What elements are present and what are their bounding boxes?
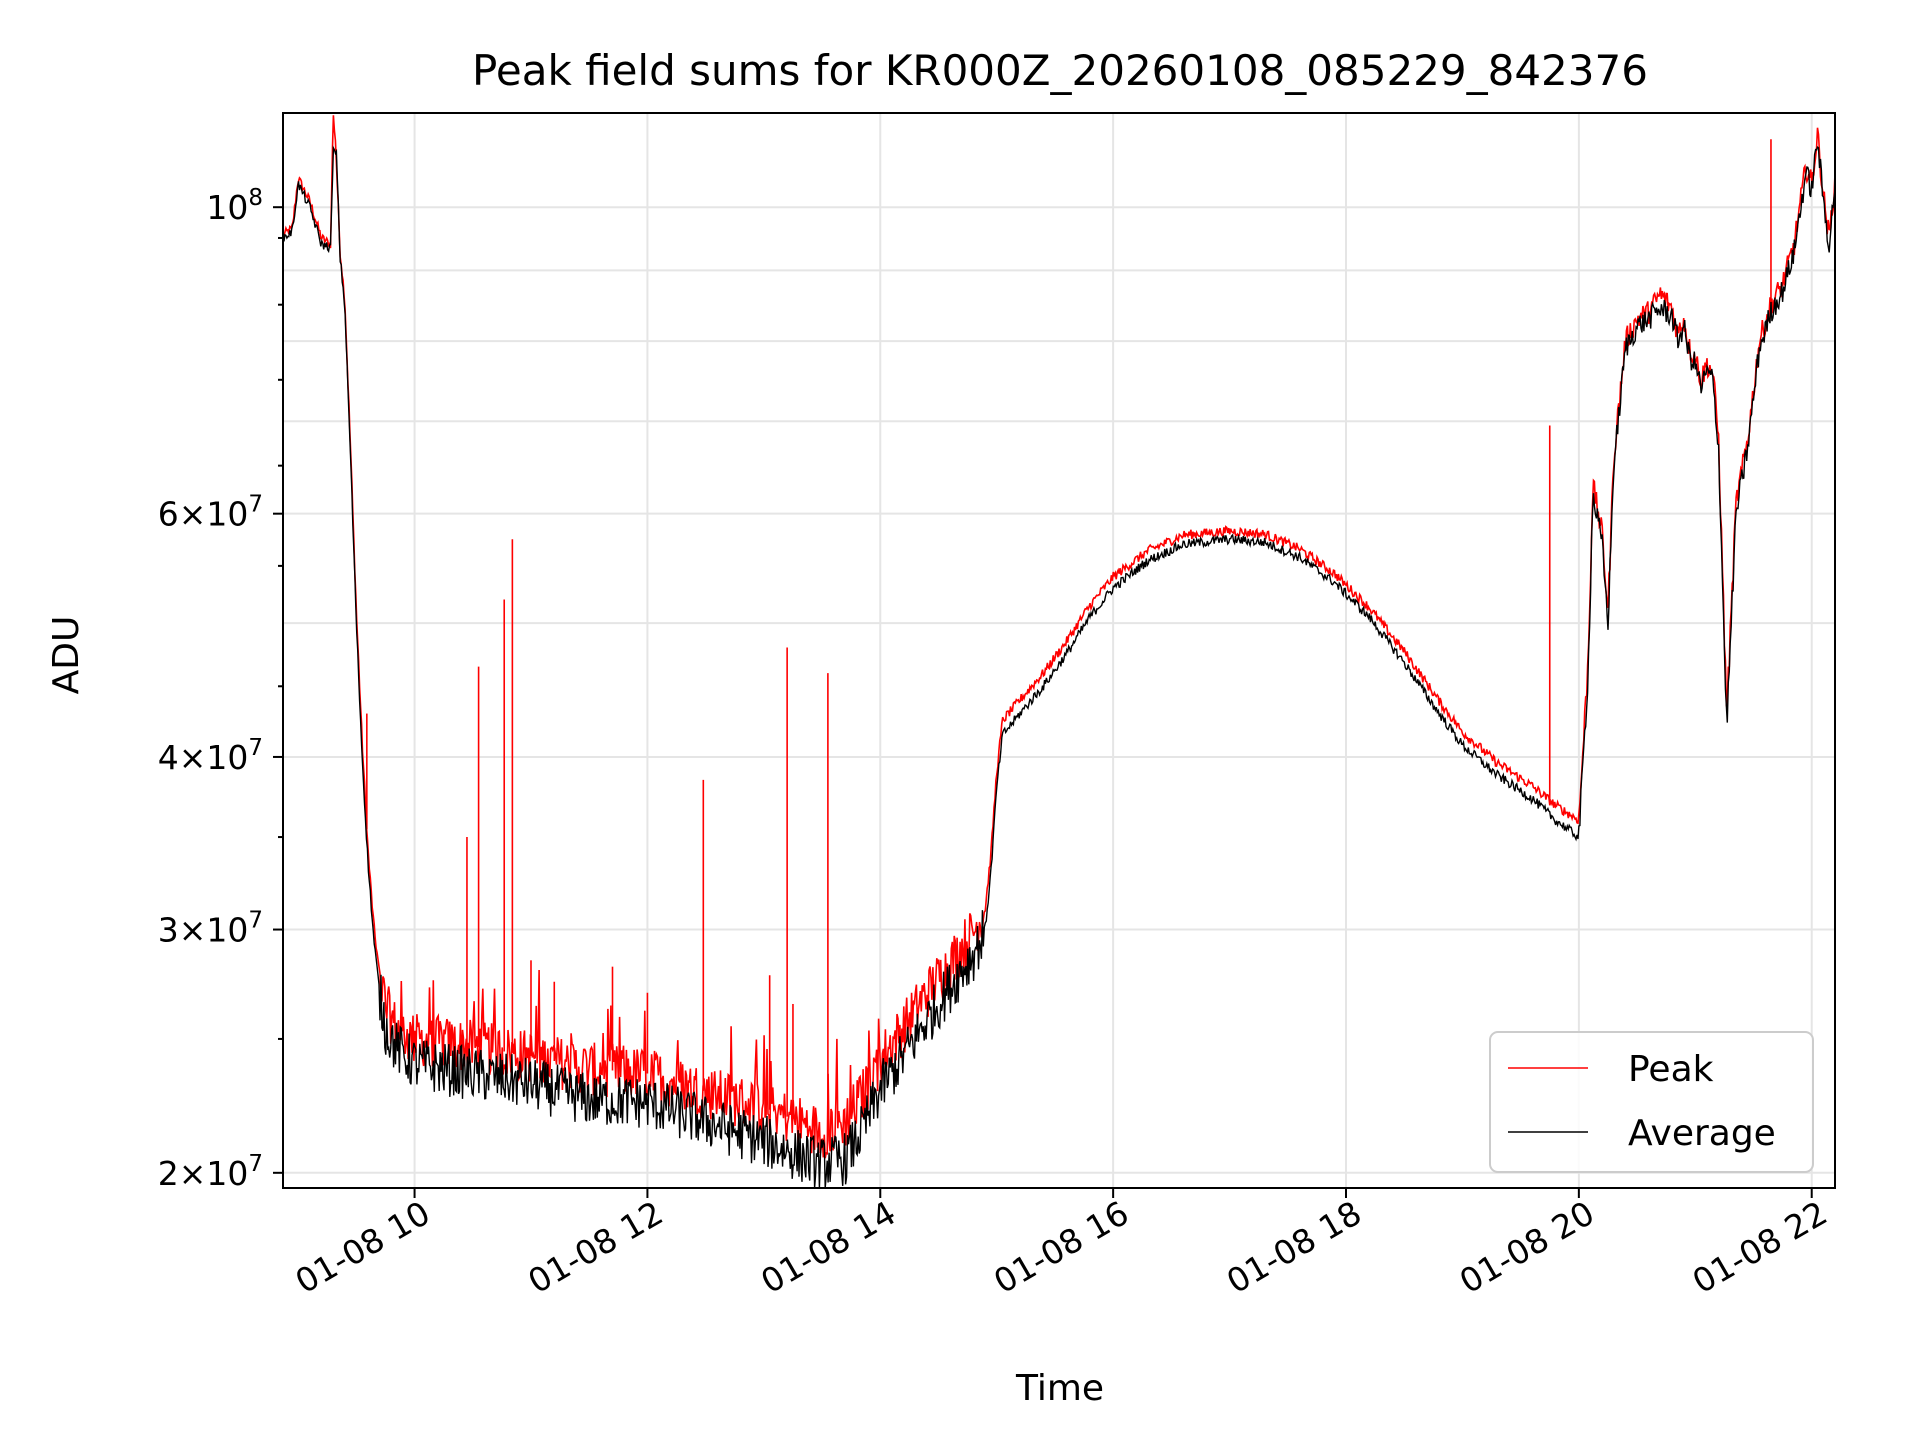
y-tick-label: 4×107 — [158, 735, 263, 777]
series-line-average — [282, 145, 1836, 1189]
plot-frame — [282, 112, 1836, 1189]
x-axis-label: Time — [1015, 1368, 1104, 1409]
y-axis-label: ADU — [46, 616, 87, 695]
y-tick-label: 108 — [206, 185, 263, 227]
legend-box — [1489, 1031, 1814, 1173]
legend-label-average: Average — [1628, 1113, 1776, 1154]
y-tick-label: 3×107 — [158, 908, 263, 950]
series-line-peak — [282, 115, 1836, 1159]
y-tick-label: 2×107 — [158, 1151, 263, 1193]
y-tick-label: 6×107 — [158, 492, 263, 534]
legend: Peak Average — [1489, 1031, 1814, 1173]
chart-title: Peak field sums for KR000Z_20260108_0852… — [472, 46, 1648, 95]
grid — [283, 113, 1835, 1188]
legend-label-peak: Peak — [1628, 1049, 1714, 1090]
y-axis: 108 6×107 4×107 3×107 2×107 — [158, 185, 283, 1193]
plot-series — [282, 115, 1836, 1189]
